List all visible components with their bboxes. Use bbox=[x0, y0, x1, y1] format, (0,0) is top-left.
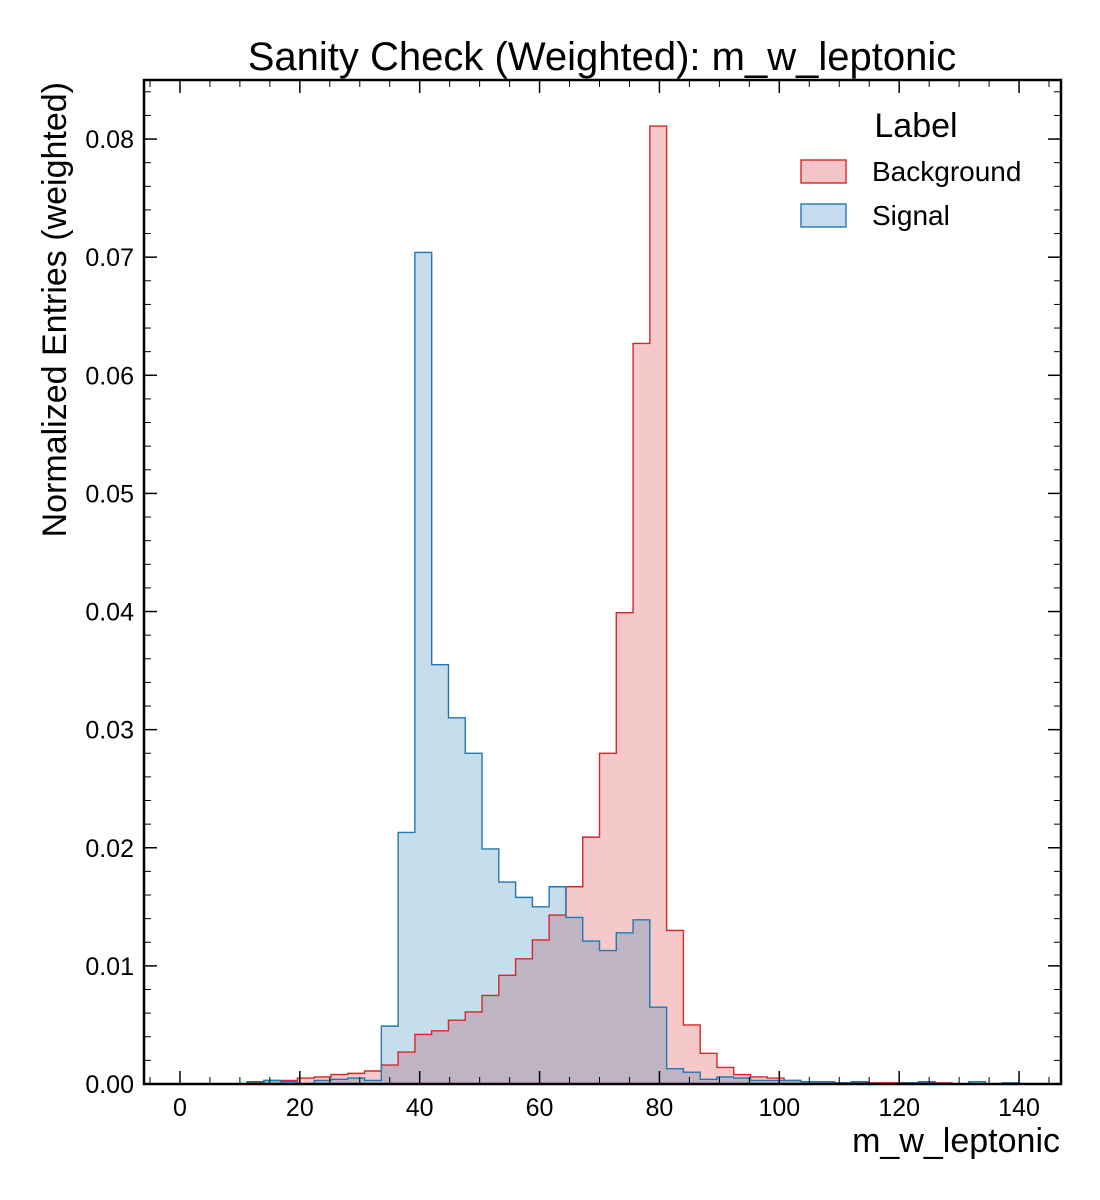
y-tick-label: 0.07 bbox=[85, 244, 134, 272]
bar-background-12 bbox=[381, 1065, 399, 1084]
x-tick-label: 120 bbox=[878, 1094, 920, 1122]
legend-label-background: Background bbox=[872, 156, 1021, 187]
bar-background-36 bbox=[784, 1080, 801, 1084]
bar-signal-36 bbox=[784, 1080, 801, 1084]
bar-signal-34 bbox=[750, 1080, 768, 1084]
bar-signal-22 bbox=[549, 886, 566, 1084]
bar-background-30 bbox=[683, 1024, 701, 1084]
series-signal-bars bbox=[247, 252, 1020, 1084]
bar-background-29 bbox=[666, 930, 684, 1084]
bar-signal-5 bbox=[263, 1080, 281, 1084]
bar-signal-25 bbox=[599, 950, 617, 1084]
bar-signal-21 bbox=[532, 906, 550, 1084]
bar-signal-32 bbox=[716, 1076, 734, 1084]
chart-title: Sanity Check (Weighted): m_w_leptonic bbox=[248, 35, 956, 79]
bar-signal-28 bbox=[649, 1007, 667, 1084]
x-tick-label: 100 bbox=[758, 1094, 800, 1122]
bar-background-20 bbox=[515, 958, 533, 1084]
y-tick-label: 0.06 bbox=[85, 362, 134, 390]
bar-background-5 bbox=[263, 1080, 281, 1084]
bar-background-18 bbox=[482, 995, 499, 1084]
bar-signal-8 bbox=[314, 1080, 331, 1084]
y-axis-label: Normalized Entries (weighted) bbox=[36, 82, 74, 537]
plot-area bbox=[179, 125, 1020, 1085]
x-tick-label: 60 bbox=[526, 1094, 554, 1122]
bar-signal-14 bbox=[414, 252, 432, 1084]
series-background-bars bbox=[247, 126, 952, 1085]
bar-signal-33 bbox=[733, 1078, 751, 1084]
bar-signal-31 bbox=[700, 1079, 717, 1084]
bar-background-21 bbox=[532, 939, 550, 1084]
x-tick-label: 140 bbox=[998, 1094, 1040, 1122]
y-tick-label: 0.02 bbox=[85, 835, 134, 863]
bar-background-15 bbox=[431, 1030, 449, 1084]
bar-signal-23 bbox=[565, 917, 583, 1084]
bar-signal-35 bbox=[767, 1080, 785, 1084]
bar-signal-19 bbox=[498, 882, 516, 1084]
bar-signal-18 bbox=[482, 848, 499, 1084]
bar-background-23 bbox=[565, 886, 583, 1084]
bar-background-27 bbox=[633, 343, 650, 1084]
bar-background-7 bbox=[297, 1078, 315, 1084]
bar-signal-15 bbox=[431, 664, 449, 1084]
bar-signal-29 bbox=[666, 1068, 684, 1084]
y-tick-label: 0.03 bbox=[85, 717, 134, 745]
bar-signal-26 bbox=[616, 932, 634, 1084]
x-axis-label: m_w_leptonic bbox=[852, 1122, 1060, 1160]
legend-title: Label bbox=[874, 107, 957, 145]
bar-signal-13 bbox=[398, 832, 415, 1084]
y-tick-label: 0.00 bbox=[85, 1071, 134, 1099]
bar-background-17 bbox=[465, 1011, 483, 1084]
axes-frame bbox=[142, 78, 1063, 1086]
legend-label-signal: Signal bbox=[872, 200, 950, 231]
bar-background-16 bbox=[448, 1020, 466, 1084]
bar-background-13 bbox=[398, 1052, 415, 1084]
bar-signal-24 bbox=[582, 941, 600, 1084]
bar-background-26 bbox=[616, 612, 634, 1084]
x-tick-label: 20 bbox=[286, 1094, 314, 1122]
bar-background-22 bbox=[549, 915, 566, 1084]
bar-signal-30 bbox=[683, 1072, 701, 1084]
bar-signal-12 bbox=[381, 1026, 399, 1084]
axes: 0 20 40 60 80 100 120 140 0.00 0.01 0.02 0.03 0.04 0.… bbox=[85, 78, 1063, 1122]
bar-signal-20 bbox=[515, 897, 533, 1084]
bar-signal-16 bbox=[448, 717, 466, 1084]
legend-swatch-background bbox=[800, 159, 847, 184]
bar-background-33 bbox=[733, 1074, 751, 1084]
bar-signal-17 bbox=[465, 753, 483, 1084]
bar-signal-11 bbox=[364, 1080, 382, 1084]
bar-signal-27 bbox=[633, 919, 650, 1084]
bar-background-32 bbox=[716, 1067, 734, 1084]
bar-signal-9 bbox=[330, 1079, 348, 1084]
legend-swatch-signal bbox=[800, 203, 847, 228]
legend: Label Background Signal bbox=[800, 107, 1021, 231]
bar-background-24 bbox=[582, 837, 600, 1084]
x-tick-label: 80 bbox=[646, 1094, 674, 1122]
y-tick-label: 0.08 bbox=[85, 126, 134, 154]
x-tick-label: 0 bbox=[173, 1094, 187, 1122]
y-tick-label: 0.04 bbox=[85, 599, 134, 627]
y-tick-label: 0.05 bbox=[85, 480, 134, 508]
bar-background-28 bbox=[649, 126, 667, 1085]
bar-signal-10 bbox=[347, 1078, 365, 1084]
y-tick-label: 0.01 bbox=[85, 953, 134, 981]
bar-background-19 bbox=[498, 975, 516, 1084]
bar-background-31 bbox=[700, 1053, 717, 1084]
bar-background-25 bbox=[599, 753, 617, 1084]
x-tick-label: 40 bbox=[406, 1094, 434, 1122]
